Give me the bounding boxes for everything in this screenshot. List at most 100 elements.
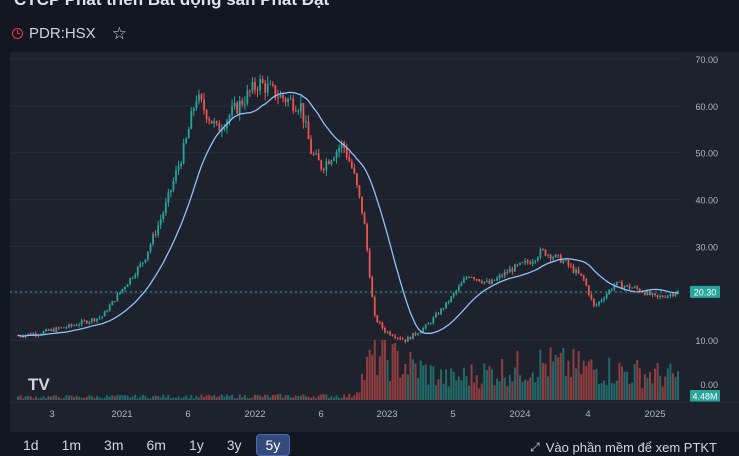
candle-body bbox=[674, 293, 677, 296]
timeframe-1m[interactable]: 1m bbox=[61, 437, 82, 453]
candle-body bbox=[643, 292, 646, 296]
current-price-label: 20.30 bbox=[694, 287, 717, 297]
candle-body bbox=[508, 268, 511, 273]
timeframe-bar: 1d 1m 3m 6m 1y 3y 5y bbox=[14, 434, 295, 456]
volume-bar bbox=[613, 383, 616, 400]
volume-bar bbox=[620, 366, 623, 400]
candle-body bbox=[376, 315, 379, 323]
volume-bar bbox=[638, 368, 641, 400]
candle-body bbox=[519, 262, 521, 265]
volume-bar bbox=[608, 357, 611, 400]
candle-body bbox=[488, 280, 491, 284]
timeframe-1y[interactable]: 1y bbox=[188, 437, 204, 453]
volume-bar bbox=[233, 398, 236, 400]
volume-bar bbox=[182, 397, 185, 400]
volume-bar bbox=[169, 398, 172, 400]
timeframe-1d[interactable]: 1d bbox=[23, 437, 39, 453]
volume-bar bbox=[213, 394, 216, 400]
candle-body bbox=[233, 102, 236, 107]
candle-body bbox=[618, 281, 621, 283]
volume-bar bbox=[536, 377, 539, 400]
price-tick-label: 0.00 bbox=[700, 380, 718, 390]
volume-bar bbox=[603, 380, 606, 400]
volume-bar bbox=[297, 395, 300, 400]
candle-body bbox=[409, 336, 412, 340]
volume-bar bbox=[294, 395, 297, 400]
volume-bar bbox=[162, 394, 165, 400]
volume-bar bbox=[302, 394, 305, 400]
candle-body bbox=[435, 313, 437, 318]
volume-bar bbox=[404, 364, 407, 400]
tradingview-logo-icon: TV bbox=[28, 375, 50, 394]
volume-bar bbox=[177, 396, 180, 400]
candle-body bbox=[442, 308, 445, 310]
candle-body bbox=[119, 292, 121, 295]
candle-body bbox=[419, 331, 422, 334]
candle-body bbox=[121, 289, 124, 293]
price-tick-label: 10.00 bbox=[695, 336, 718, 346]
candle-body bbox=[101, 316, 103, 318]
star-icon[interactable]: ☆ bbox=[111, 23, 127, 43]
volume-bar bbox=[414, 363, 417, 400]
volume-bar bbox=[139, 396, 142, 400]
candle-body bbox=[582, 275, 585, 279]
volume-bar bbox=[600, 382, 603, 400]
price-chart[interactable]: 70.00 60.00 50.00 40.00 30.00 10.00 0.00 20.30 4… bbox=[10, 52, 739, 432]
volume-bar bbox=[552, 361, 555, 400]
volume-bar bbox=[633, 363, 636, 400]
volume-bar bbox=[332, 397, 335, 400]
timeframe-3y[interactable]: 3y bbox=[226, 437, 242, 453]
timeframe-3m[interactable]: 3m bbox=[104, 437, 124, 453]
candle-body bbox=[493, 279, 496, 281]
volume-bar bbox=[531, 372, 534, 400]
candle-body bbox=[185, 138, 188, 144]
candle-body bbox=[417, 333, 419, 335]
volume-bar bbox=[287, 395, 290, 400]
candle-body bbox=[29, 333, 32, 336]
candle-body bbox=[564, 260, 567, 262]
candle-body bbox=[90, 318, 93, 322]
candle-body bbox=[292, 98, 295, 111]
candle-body bbox=[661, 296, 664, 298]
candle-body bbox=[83, 320, 86, 322]
volume-bar bbox=[95, 395, 98, 400]
candle-body bbox=[205, 110, 208, 120]
volume-bar bbox=[460, 380, 463, 400]
candle-body bbox=[96, 318, 98, 322]
volume-bar bbox=[470, 364, 473, 400]
volume-bar bbox=[376, 374, 379, 400]
candle-body bbox=[539, 249, 542, 258]
candle-body bbox=[491, 279, 493, 284]
volume-badge bbox=[690, 390, 720, 402]
candle-body bbox=[414, 332, 417, 335]
candle-body bbox=[154, 234, 157, 235]
volume-bar bbox=[506, 386, 509, 400]
candle-body bbox=[524, 260, 527, 263]
timeframe-6m[interactable]: 6m bbox=[146, 437, 166, 453]
candle-body bbox=[241, 100, 244, 105]
volume-bar bbox=[442, 383, 445, 400]
open-app-link[interactable]: ⤢ Vào phần mềm để xem PTKT bbox=[530, 440, 717, 455]
time-tick-label: 5 bbox=[450, 409, 455, 420]
candle-body bbox=[677, 291, 679, 294]
candle-body bbox=[460, 282, 463, 287]
time-axis: 3 2021 6 2022 6 2023 5 2024 4 2025 bbox=[10, 401, 739, 420]
candle-body bbox=[190, 111, 193, 130]
volume-bar bbox=[567, 360, 570, 400]
volume-bar bbox=[134, 394, 137, 400]
ticker-symbol: PDR:HSX bbox=[29, 24, 96, 42]
candle-body bbox=[562, 260, 565, 263]
volume-bar bbox=[419, 360, 422, 400]
volume-bar bbox=[432, 366, 435, 400]
volume-bar bbox=[172, 397, 175, 400]
chart-svg[interactable]: 70.00 60.00 50.00 40.00 30.00 10.00 0.00 20.30 4… bbox=[10, 52, 739, 432]
candle-body bbox=[106, 311, 109, 312]
volume-bar bbox=[241, 397, 244, 400]
candle-body bbox=[80, 320, 83, 325]
candle-body bbox=[371, 277, 374, 298]
timeframe-5y[interactable]: 5y bbox=[255, 434, 291, 456]
volume-bar bbox=[575, 368, 578, 400]
volume-bar bbox=[136, 398, 139, 400]
candle-body bbox=[440, 308, 442, 315]
volume-bar bbox=[149, 398, 152, 400]
